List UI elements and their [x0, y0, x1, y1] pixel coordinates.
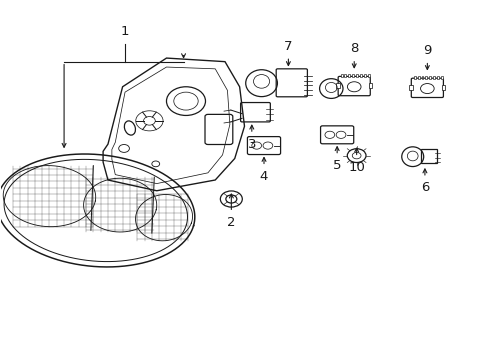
Text: 6: 6 [420, 181, 428, 194]
Text: 2: 2 [226, 216, 235, 229]
Bar [347, 74, 349, 77]
Text: 8: 8 [349, 42, 358, 55]
Bar [440, 76, 442, 79]
Text: 7: 7 [284, 40, 292, 53]
Bar [363, 74, 365, 77]
Bar [428, 76, 430, 79]
Text: 1: 1 [121, 25, 129, 39]
Bar [351, 74, 353, 77]
Bar [408, 85, 412, 90]
Bar [436, 76, 438, 79]
Bar [425, 76, 427, 79]
Bar [420, 149, 436, 163]
Bar [368, 83, 371, 88]
Bar [340, 74, 342, 77]
Bar [359, 74, 361, 77]
Bar [413, 76, 415, 79]
Bar [421, 76, 423, 79]
Text: 4: 4 [259, 170, 267, 183]
Text: 3: 3 [247, 138, 256, 151]
Bar [417, 76, 419, 79]
Bar [432, 76, 434, 79]
Text: 9: 9 [422, 44, 430, 57]
Bar [335, 83, 339, 88]
Bar [441, 85, 445, 90]
Bar [344, 74, 346, 77]
Bar [355, 74, 357, 77]
Text: 5: 5 [332, 159, 341, 172]
Bar [367, 74, 369, 77]
Text: 10: 10 [347, 161, 365, 174]
